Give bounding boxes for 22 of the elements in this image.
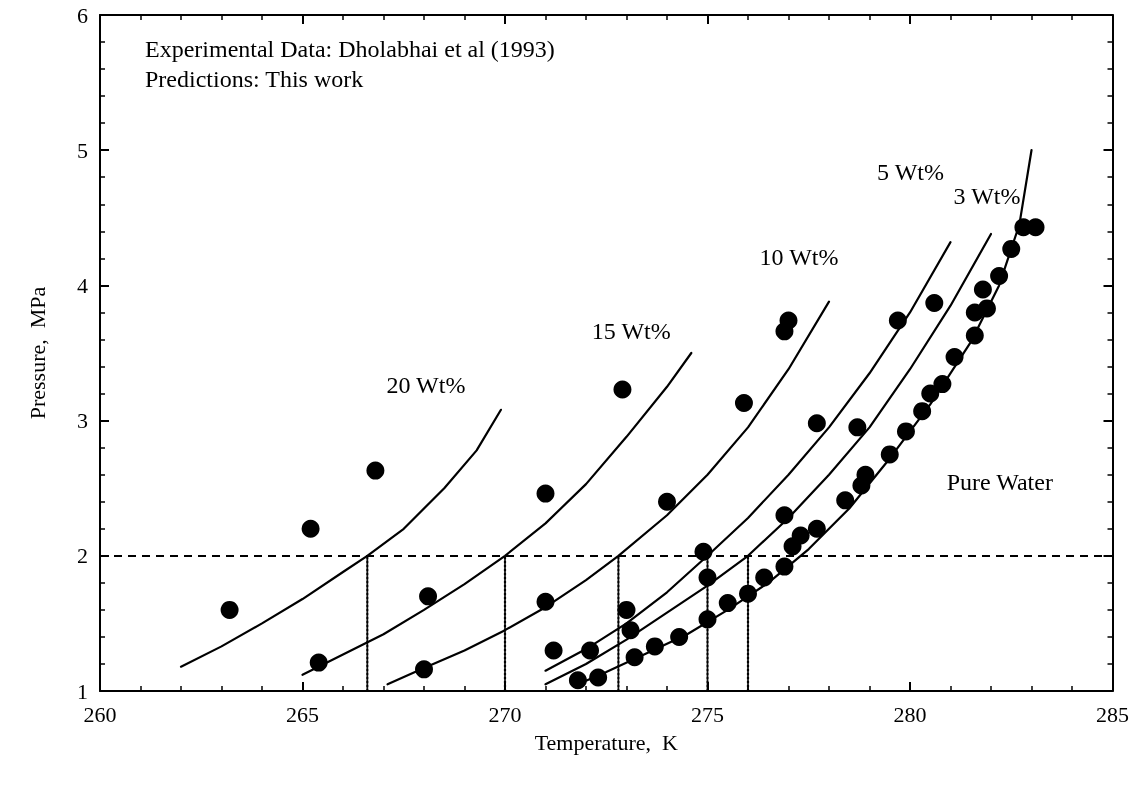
- x-tick-label: 280: [893, 701, 927, 727]
- x-axis-title: Temperature, K: [534, 729, 678, 755]
- y-axis-title: Pressure, MPa: [24, 286, 50, 420]
- y-tick-label: 6: [77, 2, 88, 28]
- annotation: Predictions: This work: [145, 66, 364, 92]
- y-tick-label: 1: [77, 678, 88, 704]
- y-tick-label: 3: [77, 408, 88, 434]
- x-tick-label: 275: [691, 701, 724, 727]
- annotation: Experimental Data: Dholabhai et al (1993): [145, 36, 555, 62]
- x-tick-label: 260: [83, 701, 117, 727]
- text: 5 Wt%: [877, 159, 944, 186]
- series-label: 10 Wt%: [759, 243, 839, 270]
- x-tick-label: 270: [488, 701, 522, 727]
- y-tick-label: 5: [77, 137, 88, 163]
- series-label: 15 Wt%: [591, 318, 671, 344]
- y-tick-label: 4: [77, 272, 88, 298]
- x-tick-label: 285: [1096, 701, 1129, 727]
- series-label: 20 Wt%: [386, 371, 466, 398]
- y-tick-label: 2: [77, 543, 88, 569]
- series-label: 3 Wt%: [953, 183, 1021, 210]
- x-tick-label: 265: [286, 701, 319, 727]
- legend-label: Pure Water: [946, 469, 1053, 496]
